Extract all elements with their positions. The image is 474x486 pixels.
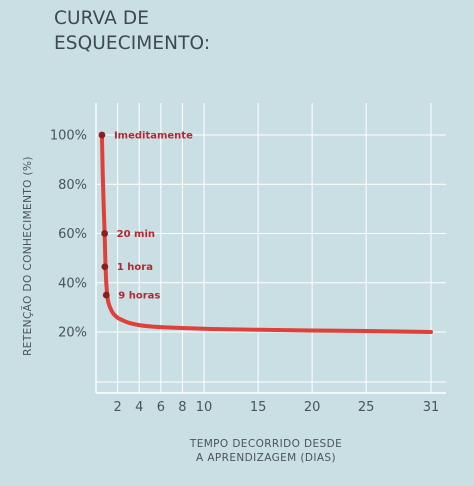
x-tick-label-0: 2 [113,400,121,415]
annotation-label-1: 20 min [117,229,155,240]
annotation-layer: Imeditamente 20 min 1 hora 9 horas [98,131,193,302]
x-axis-label-line-2: A APRENDIZAGEM (DIAS) [196,452,336,464]
y-axis-label: RETENÇÃO DO CONHECIMENTO (%) [21,156,34,356]
y-tick-label-4: 100% [50,129,87,144]
chart-title-line-2: ESQUECIMENTO: [54,33,211,54]
y-tick-label-3: 80% [58,178,87,193]
series-layer [99,133,433,334]
x-tick-label-8: 31 [423,400,440,415]
annotation-label-3: 9 horas [118,291,160,302]
x-tick-label-2: 6 [157,400,165,415]
chart-title: CURVA DE ESQUECIMENTO: [54,6,210,56]
axis-layer [95,103,446,394]
annotation-point-1 [101,230,109,237]
annotation-point-3 [102,291,110,299]
x-tick-label-7: 25 [358,400,375,415]
annotation-point-2 [101,263,109,271]
annotation-label-0: Imeditamente [114,131,193,142]
y-tick-label-0: 20% [58,326,87,341]
annotation-point-0 [98,131,106,139]
axis-label-layer: RETENÇÃO DO CONHECIMENTO (%) TEMPO DECORR… [21,156,342,464]
annotation-label-2: 1 hora [117,262,153,273]
series-line-0 [99,133,433,334]
x-axis-label-line-1: TEMPO DECORRIDO DESDE [189,438,342,450]
y-tick-label-1: 40% [58,276,87,291]
chart-title-line-1: CURVA DE [54,8,150,29]
x-tick-label-5: 15 [250,400,267,415]
grid-layer [96,103,446,393]
x-tick-label-3: 8 [178,400,186,415]
y-tick-label-2: 60% [58,227,87,242]
x-tick-label-4: 10 [196,400,213,415]
x-tick-label-6: 20 [304,400,321,415]
tick-layer: 20% 40% 60% 80% 100% 2 4 6 8 10 15 20 25 31 [50,129,439,416]
x-tick-label-1: 4 [135,400,143,415]
